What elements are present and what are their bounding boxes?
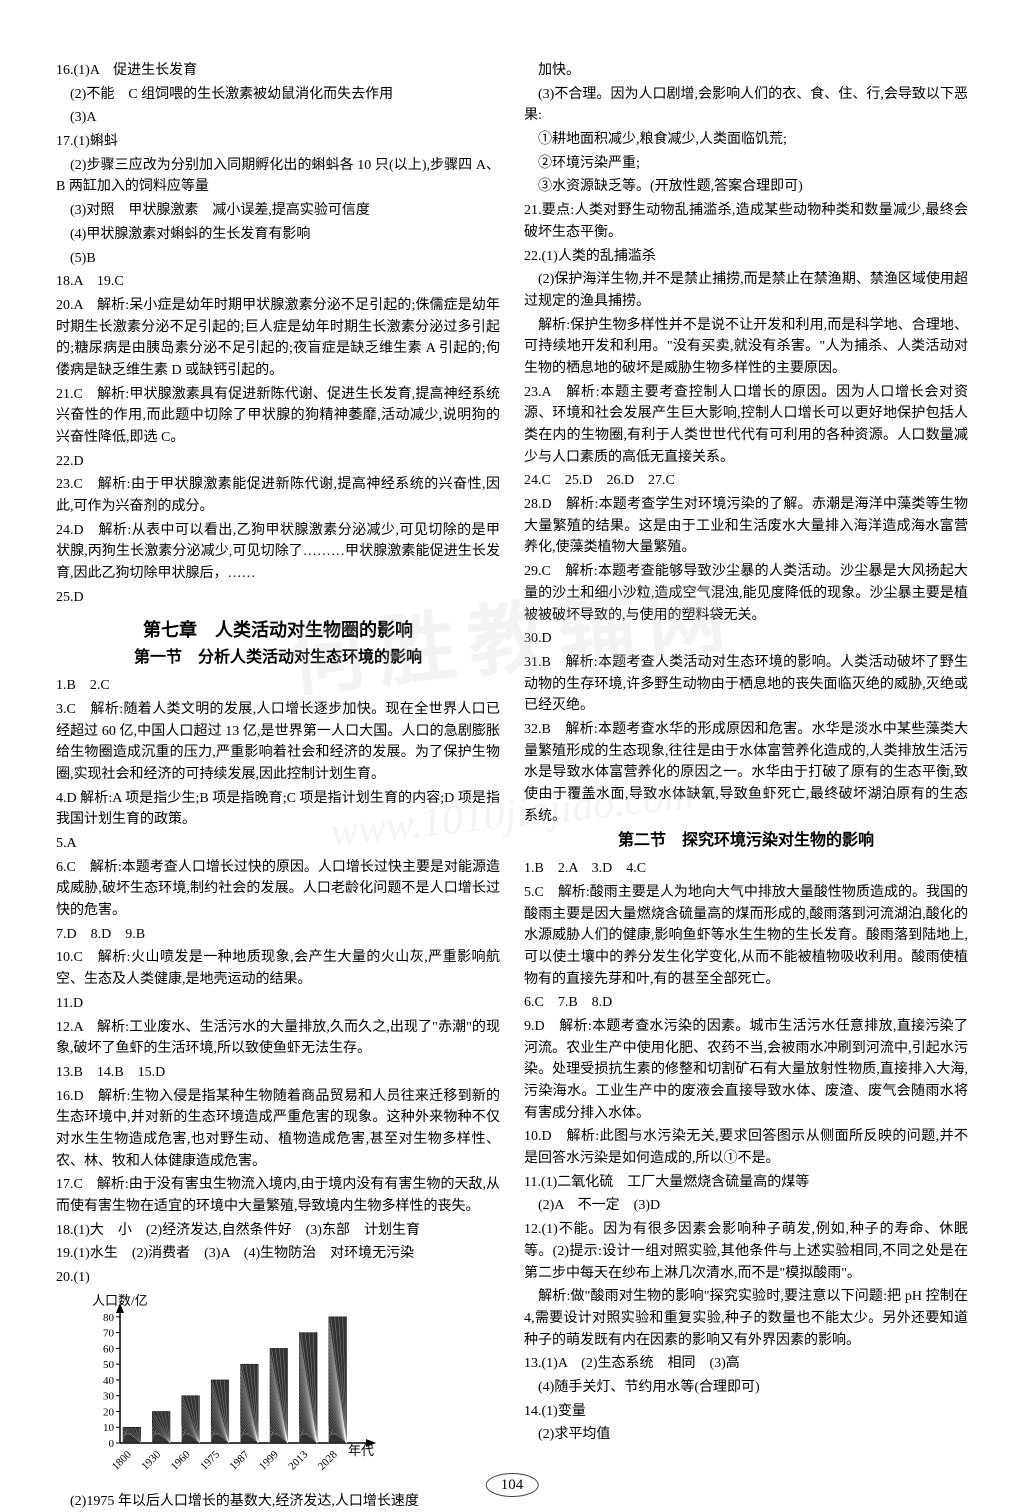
text-line: 6.C 解析:本题考查人口增长过快的原因。人口增长过快主要是对能源造成威胁,破坏… — [56, 857, 500, 922]
text-line: (3)不合理。因为人口剧增,会影响人们的衣、食、住、行,会导致以下恶果: — [524, 84, 968, 127]
text-line: 4.D 解析:A 项是指少生;B 项是指晚育;C 项是指计划生育的内容;D 项是… — [56, 788, 500, 831]
text-line: 18.A 19.C — [56, 271, 500, 293]
svg-text:1975: 1975 — [198, 1448, 222, 1472]
text-line: 30.D — [524, 628, 968, 650]
text-line: (2)保护海洋生物,并不是禁止捕捞,而是禁止在禁渔期、禁渔区域使用超过规定的渔具… — [524, 269, 968, 312]
text-line: 18.(1)大 小 (2)经济发达,自然条件好 (3)东部 计划生育 — [56, 1220, 500, 1242]
svg-text:1960: 1960 — [169, 1448, 193, 1472]
text-line: (5)B — [56, 248, 500, 270]
text-line: 20.A 解析:呆小症是幼年时期甲状腺激素分泌不足引起的;侏儒症是幼年时期生长激… — [56, 295, 500, 382]
text-line: (4)甲状腺激素对蝌蚪的生长发育有影响 — [56, 224, 500, 246]
svg-text:2028: 2028 — [316, 1448, 340, 1472]
text-line: 20.(1) — [56, 1267, 500, 1289]
svg-text:40: 40 — [103, 1375, 115, 1387]
text-line: (2)A 不一定 (3)D — [524, 1195, 968, 1217]
svg-text:1800: 1800 — [110, 1448, 134, 1472]
text-line: 32.B 解析:本题考查水华的形成原因和危害。水华是淡水中某些藻类大量繁殖形成的… — [524, 719, 968, 827]
text-line: (2)不能 C 组饲喂的生长激素被幼鼠消化而失去作用 — [56, 84, 500, 106]
chart-ylabel: 人口数/亿 — [92, 1291, 148, 1311]
svg-text:60: 60 — [103, 1343, 115, 1355]
text-line: 12.A 解析:工业废水、生活污水的大量排放,久而久之,出现了"赤潮"的现象,破… — [56, 1017, 500, 1060]
page-content: 16.(1)A 促进生长发育 (2)不能 C 组饲喂的生长激素被幼鼠消化而失去作… — [56, 60, 968, 1448]
text-line: 14.(1)变量 — [524, 1401, 968, 1423]
svg-text:0: 0 — [109, 1438, 115, 1450]
chapter-title: 第七章 人类活动对生物圈的影响 — [56, 617, 500, 645]
text-line: 11.(1)二氧化硫 工厂大量燃烧含硫量高的煤等 — [524, 1172, 968, 1194]
section1-title: 第一节 分析人类活动对生态环境的影响 — [56, 646, 500, 671]
section2-title: 第二节 探究环境污染对生物的影响 — [524, 829, 968, 854]
text-line: 5.C 解析:酸雨主要是人为地向大气中排放大量酸性物质造成的。我国的酸雨主要是因… — [524, 882, 968, 990]
text-line: 17.C 解析:由于没有害虫生物流入境内,由于境内没有有害生物的天敌,从而使有害… — [56, 1174, 500, 1217]
text-line: 3.C 解析:随着人类文明的发展,人口增长逐步加快。现在全世界人口已经超过 60… — [56, 699, 500, 786]
svg-text:30: 30 — [103, 1390, 115, 1402]
text-line: 23.A 解析:本题主要考查控制人口增长的原因。因为人口增长会对资源、环境和社会… — [524, 382, 968, 469]
svg-text:70: 70 — [103, 1327, 115, 1339]
text-line: 10.C 解析:火山喷发是一种地质现象,会产生大量的火山灰,严重影响航空、生态及… — [56, 947, 500, 990]
text-line: 22.(1)人类的乱捕滥杀 — [524, 246, 968, 268]
text-line: (2)1975 年以后人口增长的基数大,经济发达,人口增长速度 — [56, 1491, 500, 1512]
text-line: 1.B 2.A 3.D 4.C — [524, 858, 968, 880]
svg-text:1987: 1987 — [227, 1448, 251, 1472]
text-line: 7.D 8.D 9.B — [56, 924, 500, 946]
text-line: ②环境污染严重; — [524, 153, 968, 175]
chart-xlabel: 年代 — [348, 1441, 374, 1461]
text-line: 1.B 2.C — [56, 675, 500, 697]
chart-svg: 0 10 20 30 40 50 60 70 80 18001930196019751987199… — [80, 1295, 380, 1485]
text-line: 11.D — [56, 993, 500, 1015]
svg-text:1999: 1999 — [257, 1448, 281, 1472]
text-line: (3)A — [56, 107, 500, 129]
text-line: ③水资源缺乏等。(开放性题,答案合理即可) — [524, 176, 968, 198]
text-line: 9.D 解析:本题考查水污染的因素。城市生活污水任意排放,直接污染了河流。农业生… — [524, 1016, 968, 1124]
text-line: 24.C 25.D 26.D 27.C — [524, 470, 968, 492]
svg-text:10: 10 — [103, 1422, 115, 1434]
text-line: 21.要点:人类对野生动物乱捕滥杀,造成某些动物种类和数量减少,最终会破坏生态平… — [524, 200, 968, 243]
text-line: 13.B 14.B 15.D — [56, 1062, 500, 1084]
text-line: 29.C 解析:本题考查能够导致沙尘暴的人类活动。沙尘暴是大风扬起大量的沙土和细… — [524, 561, 968, 626]
text-line: 31.B 解析:本题考查人类活动对生态环境的影响。人类活动破坏了野生动物的生存环… — [524, 652, 968, 717]
text-line: 25.D — [56, 587, 500, 609]
text-line: (2)步骤三应改为分别加入同期孵化出的蝌蚪各 10 只(以上),步骤四 A、B … — [56, 155, 500, 198]
svg-text:1930: 1930 — [139, 1448, 163, 1472]
text-line: 6.C 7.B 8.D — [524, 992, 968, 1014]
text-line: (2)求平均值 — [524, 1424, 968, 1446]
text-line: 12.(1)不能。因为有很多因素会影响种子萌发,例如,种子的寿命、休眠等。(2)… — [524, 1219, 968, 1284]
text-line: (3)对照 甲状腺激素 减小误差,提高实验可信度 — [56, 200, 500, 222]
text-line: 19.(1)水生 (2)消费者 (3)A (4)生物防治 对环境无污染 — [56, 1243, 500, 1265]
svg-text:20: 20 — [103, 1406, 115, 1418]
text-line: 24.D 解析:从表中可以看出,乙狗甲状腺激素分泌减少,可见切除的是甲状腺,丙狗… — [56, 520, 500, 585]
svg-text:2013: 2013 — [286, 1448, 310, 1472]
text-line: 加快。 — [524, 60, 968, 82]
right-column: 加快。 (3)不合理。因为人口剧增,会影响人们的衣、食、住、行,会导致以下恶果:… — [524, 60, 968, 1448]
population-chart: 人口数/亿 0102030405060708018001930196019751… — [80, 1295, 380, 1485]
text-line: 28.D 解析:本题考查学生对环境污染的了解。赤潮是海洋中藻类等生物大量繁殖的结… — [524, 494, 968, 559]
text-line: ①耕地面积减少,粮食减少,人类面临饥荒; — [524, 129, 968, 151]
text-line: 16.D 解析:生物入侵是指某种生物随着商品贸易和人员往来迁移到新的生态环境中,… — [56, 1086, 500, 1173]
text-line: 解析:保护生物多样性并不是说不让开发和利用,而是科学地、合理地、可持续地开发和利… — [524, 315, 968, 380]
svg-text:50: 50 — [103, 1359, 115, 1371]
text-line: (4)随手关灯、节约用水等(合理即可) — [524, 1377, 968, 1399]
page-number-value: 104 — [486, 1473, 539, 1497]
text-line: 16.(1)A 促进生长发育 — [56, 60, 500, 82]
text-line: 10.D 解析:此图与水污染无关,要求回答图示从侧面所反映的问题,并不是回答水污… — [524, 1126, 968, 1169]
text-line: 23.C 解析:由于甲状腺激素能促进新陈代谢,提高神经系统的兴奋性,因此,可作为… — [56, 474, 500, 517]
svg-text:80: 80 — [103, 1312, 115, 1324]
page-number: 104 — [486, 1477, 539, 1494]
left-column: 16.(1)A 促进生长发育 (2)不能 C 组饲喂的生长激素被幼鼠消化而失去作… — [56, 60, 500, 1448]
text-line: 解析:做"酸雨对生物的影响"探究实验时,要注意以下问题:把 pH 控制在 4,需… — [524, 1286, 968, 1351]
text-line: 17.(1)蝌蚪 — [56, 131, 500, 153]
text-line: 5.A — [56, 833, 500, 855]
text-line: 22.D — [56, 451, 500, 473]
text-line: 21.C 解析:甲状腺激素具有促进新陈代谢、促进生长发育,提高神经系统兴奋性的作… — [56, 384, 500, 449]
text-line: 13.(1)A (2)生态系统 相同 (3)高 — [524, 1353, 968, 1375]
